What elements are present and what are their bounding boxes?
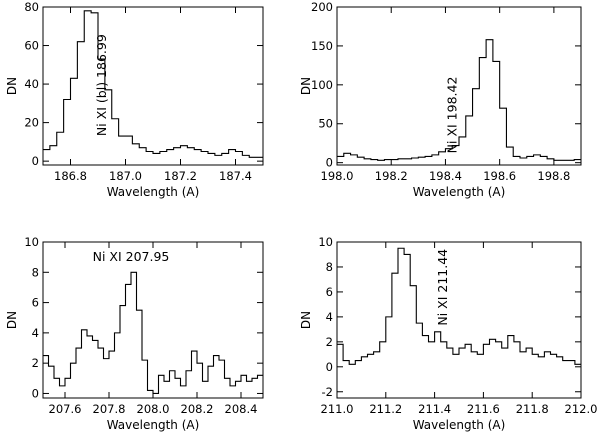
x-tick-label: 211.4 (418, 402, 451, 416)
x-tick-label: 208.4 (225, 402, 258, 416)
y-tick-label: 6 (326, 285, 333, 299)
y-tick-label: 0 (326, 156, 333, 170)
y-tick-label: 0 (32, 386, 39, 400)
y-tick-label: -2 (322, 385, 333, 399)
spectrum-series-line (337, 247, 581, 365)
y-tick-label: 80 (24, 0, 39, 14)
x-tick-label: 198.4 (429, 169, 462, 183)
y-axis-label: DN (299, 77, 313, 95)
x-axis-label: Wavelength (A) (107, 185, 200, 199)
y-tick-label: 4 (326, 310, 333, 324)
y-tick-label: 4 (32, 326, 39, 340)
x-tick-label: 187.0 (109, 169, 142, 183)
y-tick-label: 20 (24, 116, 39, 130)
panel-3: 207.6 207.8 208.0 208.2 208.4 0 2 4 6 8 10 Waveleng… (5, 235, 264, 432)
x-tick-label: 198.6 (483, 169, 516, 183)
y-tick-label: 40 (24, 77, 39, 91)
x-tick-label: 207.8 (93, 402, 126, 416)
x-tick-label: 211.0 (321, 402, 354, 416)
y-axis-label: DN (5, 77, 19, 95)
x-axis-label: Wavelength (A) (413, 418, 506, 432)
y-axis-label: DN (5, 311, 19, 329)
x-tick-label: 198.8 (537, 169, 570, 183)
x-tick-label: 211.2 (369, 402, 402, 416)
spectrum-series-line (43, 10, 263, 158)
line-annotation: Ni XI (bl) 186.99 (94, 34, 109, 136)
x-tick-label: 198.2 (375, 169, 408, 183)
panel-1: 186.8 187.0 187.2 187.4 0 20 40 60 80 Wavelength … (5, 0, 264, 199)
y-tick-label: 10 (318, 235, 333, 249)
x-tick-label: 208.0 (137, 402, 170, 416)
y-tick-label: 10 (24, 235, 39, 249)
x-axis-label: Wavelength (A) (107, 418, 200, 432)
y-tick-label: 2 (32, 356, 39, 370)
y-tick-label: 8 (32, 265, 39, 279)
y-tick-label: 200 (311, 0, 333, 14)
panel-4: 211.0 211.2 211.4 211.6 211.8 212.0 -2 0 2 4 6 8 10 W… (299, 235, 597, 432)
plot-frame (336, 6, 582, 166)
plot-frame (336, 241, 582, 399)
x-tick-label: 187.2 (164, 169, 197, 183)
plot-frame (42, 241, 264, 399)
y-tick-label: 6 (32, 296, 39, 310)
y-tick-label: 150 (311, 39, 333, 53)
plot-frame (42, 6, 264, 166)
spectrum-series-line (43, 271, 263, 395)
x-tick-label: 198.0 (321, 169, 354, 183)
y-tick-label: 0 (326, 360, 333, 374)
line-annotation: Ni XI 211.44 (435, 249, 450, 326)
line-annotation: Ni XI 207.95 (93, 249, 170, 264)
x-tick-label: 212.0 (565, 402, 598, 416)
y-tick-label: 60 (24, 39, 39, 53)
spectrum-series-line (337, 39, 581, 161)
x-tick-label: 207.6 (49, 402, 82, 416)
x-tick-label: 211.6 (467, 402, 500, 416)
y-tick-label: 100 (311, 78, 333, 92)
x-tick-label: 186.8 (54, 169, 87, 183)
y-axis-label: DN (299, 311, 313, 329)
y-tick-label: 8 (326, 260, 333, 274)
x-axis-label: Wavelength (A) (413, 185, 506, 199)
y-tick-label: 2 (326, 335, 333, 349)
x-tick-label: 187.4 (219, 169, 252, 183)
line-annotation: Ni XI 198.42 (444, 77, 459, 154)
y-tick-label: 0 (32, 154, 39, 168)
panel-2: 198.0 198.2 198.4 198.6 198.8 0 50 100 150 200 Wav… (299, 0, 582, 199)
x-tick-label: 208.2 (181, 402, 214, 416)
y-tick-label: 50 (318, 117, 333, 131)
x-tick-label: 211.8 (516, 402, 549, 416)
